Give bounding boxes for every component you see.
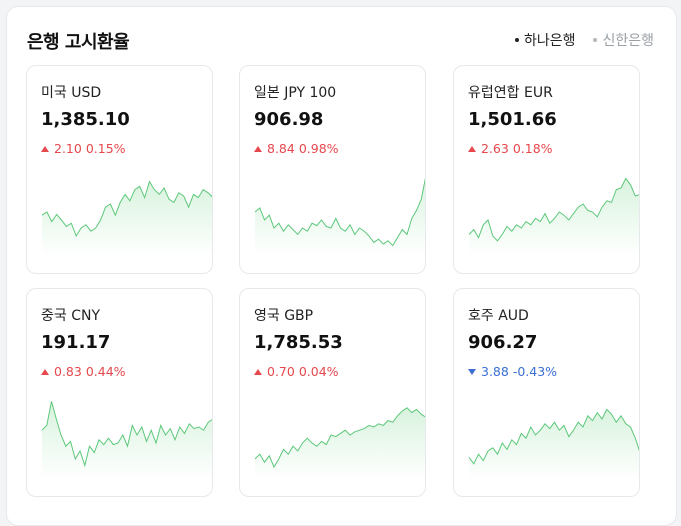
- sparkline-area: [255, 180, 425, 256]
- trend-arrow-icon: [254, 145, 262, 152]
- rate-change: 0.83 0.44%: [41, 364, 126, 379]
- sparkline-area: [469, 178, 639, 256]
- sparkline-area: [469, 409, 639, 479]
- change-percent: 0.18%: [512, 141, 553, 156]
- active-bullet-icon: [514, 38, 519, 42]
- sparkline-line: [41, 401, 212, 468]
- rate-change: 2.10 0.15%: [41, 141, 126, 156]
- change-amount: 0.70: [267, 364, 295, 379]
- trend-arrow-icon: [41, 145, 49, 152]
- sparkline-line: [41, 180, 212, 238]
- sparkline-chart: [41, 180, 212, 256]
- currency-name: 영국 GBP: [254, 308, 314, 324]
- change-amount: 8.84: [267, 141, 295, 156]
- change-percent: -0.43%: [512, 364, 558, 379]
- currency-card-jpy[interactable]: 일본 JPY 100 906.98 8.84 0.98%: [239, 65, 426, 274]
- rate-change: 2.63 0.18%: [468, 141, 553, 156]
- currency-name: 미국 USD: [41, 85, 102, 101]
- sparkline-chart: [468, 408, 639, 479]
- exchange-rate: 1,501.66: [468, 109, 557, 130]
- currency-card-aud[interactable]: 호주 AUD 906.27 3.88 -0.43%: [453, 288, 640, 497]
- trend-arrow-icon: [468, 368, 476, 375]
- change-percent: 0.04%: [298, 364, 339, 379]
- sparkline-line: [254, 177, 425, 247]
- sparkline-chart: [254, 177, 425, 256]
- rate-change: 0.70 0.04%: [254, 364, 339, 379]
- currency-card-cny[interactable]: 중국 CNY 191.17 0.83 0.44%: [26, 288, 213, 497]
- trend-arrow-icon: [468, 145, 476, 152]
- currency-card-gbp[interactable]: 영국 GBP 1,785.53 0.70 0.04%: [239, 288, 426, 497]
- panel-title: 은행 고시환율: [27, 32, 130, 53]
- sparkline-area: [255, 407, 425, 479]
- sparkline-line: [254, 407, 425, 469]
- bank-tab-hana[interactable]: 하나은행: [514, 30, 576, 50]
- currency-card-usd[interactable]: 미국 USD 1,385.10 2.10 0.15%: [26, 65, 213, 274]
- change-amount: 3.88: [481, 364, 509, 379]
- rate-change: 8.84 0.98%: [254, 141, 339, 156]
- exchange-rate: 1,385.10: [41, 109, 130, 130]
- bank-selector: 하나은행 신한은행: [514, 30, 654, 50]
- change-amount: 2.63: [481, 141, 509, 156]
- change-amount: 2.10: [54, 141, 82, 156]
- exchange-rate: 1,785.53: [254, 332, 343, 353]
- trend-arrow-icon: [41, 368, 49, 375]
- sparkline-area: [42, 181, 212, 256]
- trend-arrow-icon: [254, 368, 262, 375]
- currency-name: 호주 AUD: [468, 308, 529, 324]
- currency-name: 유럽연합 EUR: [468, 85, 553, 101]
- sparkline-area: [42, 401, 212, 479]
- change-percent: 0.98%: [298, 141, 339, 156]
- exchange-rate: 191.17: [41, 332, 111, 353]
- sparkline-line: [468, 408, 639, 465]
- exchange-rate: 906.98: [254, 109, 324, 130]
- sparkline-line: [468, 177, 639, 242]
- currency-card-eur[interactable]: 유럽연합 EUR 1,501.66 2.63 0.18%: [453, 65, 640, 274]
- bank-tab-label: 하나은행: [523, 33, 576, 49]
- bank-tab-shinhan[interactable]: 신한은행: [593, 30, 654, 50]
- rate-change: 3.88 -0.43%: [468, 364, 557, 379]
- currency-name: 일본 JPY 100: [254, 85, 337, 101]
- currency-name: 중국 CNY: [41, 308, 101, 324]
- sparkline-chart: [41, 401, 212, 479]
- inactive-bullet-icon: [593, 38, 598, 42]
- change-amount: 0.83: [54, 364, 82, 379]
- change-percent: 0.44%: [85, 364, 126, 379]
- exchange-rate: 906.27: [468, 332, 538, 353]
- bank-tab-label: 신한은행: [602, 33, 654, 49]
- sparkline-chart: [468, 177, 639, 256]
- change-percent: 0.15%: [85, 141, 126, 156]
- sparkline-chart: [254, 407, 425, 479]
